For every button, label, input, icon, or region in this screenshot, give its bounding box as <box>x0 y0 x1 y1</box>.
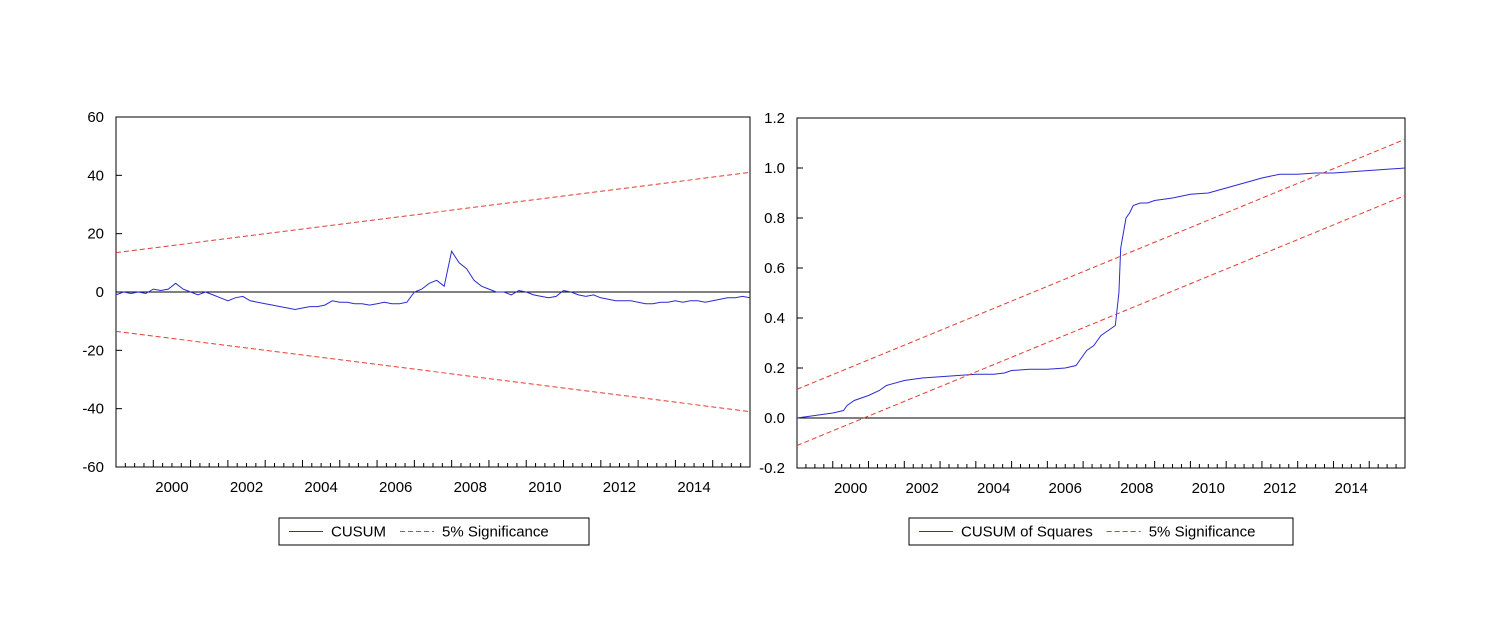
y-tick-label: 0.2 <box>764 360 785 377</box>
x-tick-label: 2012 <box>1263 480 1296 497</box>
x-tick-label: 2008 <box>454 479 487 496</box>
y-tick-label: 1.0 <box>764 160 785 177</box>
x-tick-label: 2010 <box>1192 480 1225 497</box>
x-tick-label: 2002 <box>230 479 263 496</box>
x-tick-label: 2000 <box>155 479 188 496</box>
y-tick-label: -60 <box>82 459 104 476</box>
y-tick-label: -40 <box>82 401 104 418</box>
legend-label: CUSUM <box>331 524 386 541</box>
y-tick-label: 1.2 <box>764 110 785 127</box>
x-tick-label: 2014 <box>1335 480 1368 497</box>
x-tick-label: 2012 <box>603 479 636 496</box>
legend-box <box>908 517 1294 546</box>
y-tick-label: 0.8 <box>764 210 785 227</box>
x-tick-label: 2006 <box>1049 480 1082 497</box>
y-tick-label: 60 <box>87 109 104 126</box>
series-line <box>115 249 751 311</box>
significance-band-line <box>796 195 1406 446</box>
significance-band-line <box>115 171 751 254</box>
legend-label: CUSUM of Squares <box>961 524 1093 541</box>
cusum-chart: 60 40 20 0 -20 -40 -60 2000 2002 2004 2006 2008 2010… <box>82 109 751 546</box>
x-tick-label: 2004 <box>304 479 337 496</box>
legend-label: 5% Significance <box>442 524 549 541</box>
y-tick-label: 0.4 <box>764 310 785 327</box>
x-tick-label: 2010 <box>528 479 561 496</box>
y-tick-label: 20 <box>87 226 104 243</box>
y-tick-label: 0.6 <box>764 260 785 277</box>
x-tick-label: 2008 <box>1120 480 1153 497</box>
x-tick-label: 2000 <box>834 480 867 497</box>
x-tick-label: 2014 <box>677 479 710 496</box>
significance-band-line <box>115 330 751 413</box>
series-line <box>796 167 1406 419</box>
y-tick-label: 0.0 <box>764 410 785 427</box>
y-tick-label: -20 <box>82 342 104 359</box>
y-tick-label: 0 <box>96 284 104 301</box>
x-tick-label: 2004 <box>977 480 1010 497</box>
legend-label: 5% Significance <box>1149 524 1256 541</box>
plot-frame <box>796 117 1406 469</box>
cusum-of-squares-chart: 1.2 1.0 0.8 0.6 0.4 0.2 0.0 -0.2 2000 2002 2004 200… <box>759 110 1406 546</box>
x-tick-label: 2002 <box>905 480 938 497</box>
y-tick-label: -0.2 <box>759 460 785 477</box>
y-tick-label: 40 <box>87 167 104 184</box>
x-tick-label: 2006 <box>379 479 412 496</box>
significance-band-line <box>796 138 1406 390</box>
